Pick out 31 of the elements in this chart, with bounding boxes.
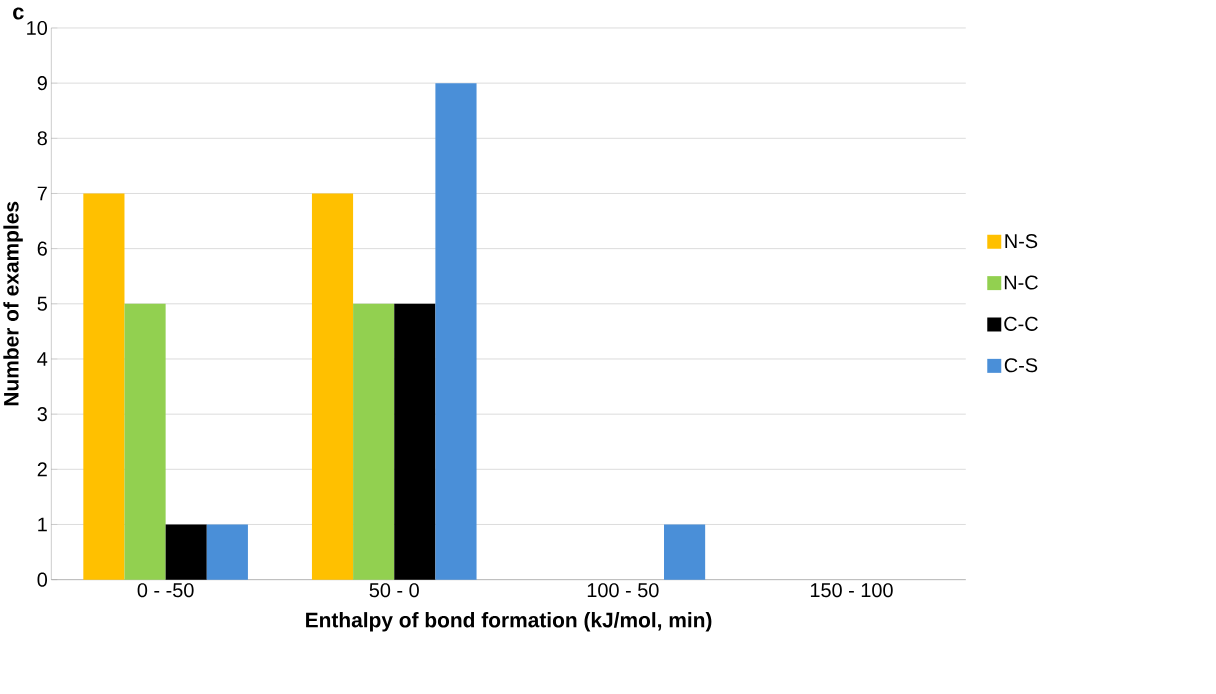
y-tick-label: 0	[37, 572, 48, 587]
y-tick-label: 4	[37, 352, 48, 367]
bar	[435, 83, 477, 580]
x-axis-title: Enthalpy of bond formation (kJ/mol, min)	[306, 612, 712, 632]
bar	[83, 193, 125, 580]
legend-label: C-S	[1004, 358, 1038, 373]
text: c	[13, 7, 24, 20]
y-tick-label: 8	[37, 131, 47, 146]
y-tick-label: 3	[37, 407, 47, 422]
legend-label: N-S	[1005, 234, 1038, 249]
y-tick-label: 2	[37, 462, 47, 477]
bar	[124, 304, 166, 580]
y-tick-label: 9	[37, 76, 47, 91]
bar	[664, 524, 706, 580]
bar	[165, 524, 207, 580]
x-tick-label: 0 - -50	[137, 583, 194, 598]
x-tick-label: 100 - 50	[587, 583, 659, 598]
legend-label: C-C	[1004, 317, 1038, 332]
x-tick-label: 150 - 100	[810, 583, 893, 598]
bar	[353, 304, 395, 580]
y-tick-label: 6	[37, 241, 47, 256]
y-tick-label: 7	[37, 186, 47, 201]
y-tick-label: 1	[38, 517, 47, 532]
legend-label: N-C	[1004, 275, 1038, 290]
x-tick-label: 50 - 0	[369, 583, 419, 598]
bar	[311, 193, 354, 580]
y-tick-label: 5	[37, 297, 47, 311]
bar	[394, 304, 436, 580]
y-tick-label: 10	[27, 21, 48, 36]
y-axis-title: Number of examples	[3, 202, 23, 406]
bar	[206, 524, 248, 580]
